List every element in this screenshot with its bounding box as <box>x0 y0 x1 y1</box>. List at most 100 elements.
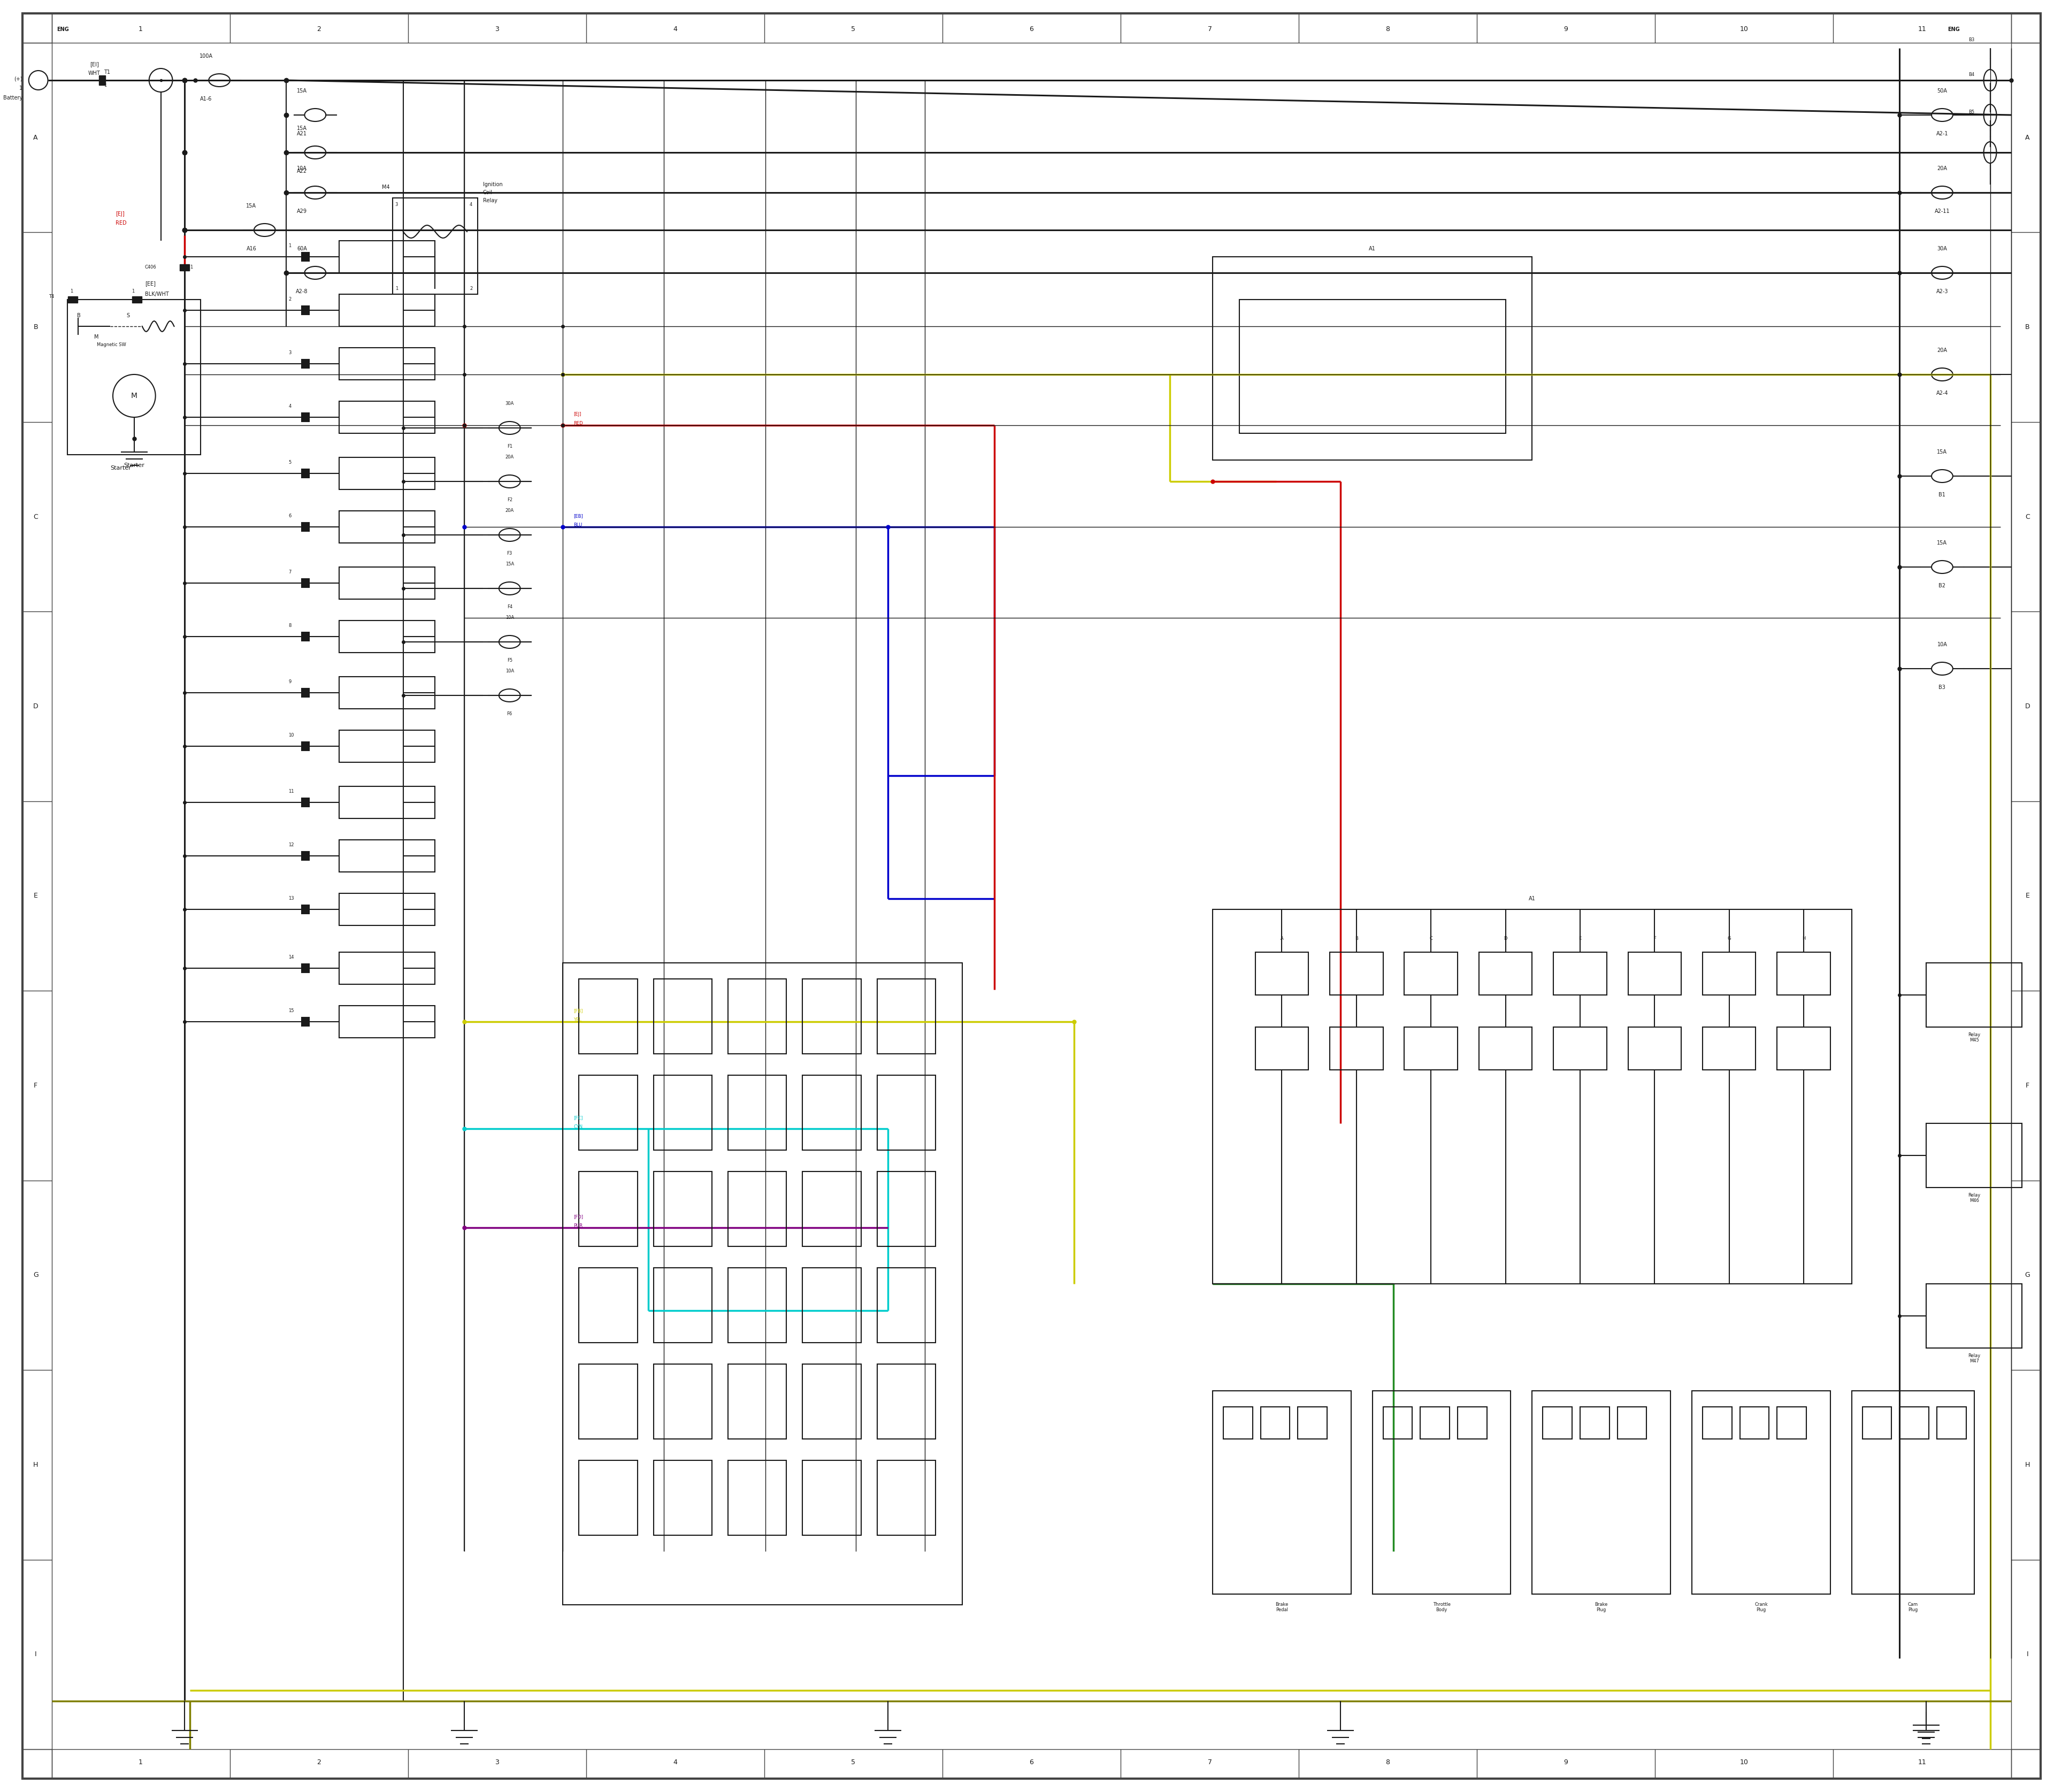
Text: 8: 8 <box>290 624 292 627</box>
Bar <box>1405 1027 1458 1070</box>
Text: A22: A22 <box>298 168 306 174</box>
Text: S: S <box>125 314 129 319</box>
Text: 20A: 20A <box>1937 348 1947 353</box>
Text: 1: 1 <box>131 289 134 294</box>
Text: 2: 2 <box>470 287 472 290</box>
Bar <box>1479 952 1532 995</box>
Text: PUR: PUR <box>573 1224 583 1228</box>
Bar <box>727 978 787 1054</box>
Text: 5: 5 <box>290 461 292 464</box>
Bar <box>302 523 310 530</box>
Bar <box>302 851 310 860</box>
Bar <box>339 894 435 925</box>
Bar <box>339 348 435 380</box>
Text: 2: 2 <box>316 1760 320 1767</box>
Bar <box>1580 1407 1610 1439</box>
Text: G: G <box>1727 935 1732 941</box>
Text: 1: 1 <box>138 1760 144 1767</box>
Bar <box>1212 1391 1352 1595</box>
Text: F3: F3 <box>507 550 511 556</box>
Text: H: H <box>33 1460 39 1468</box>
Text: 3: 3 <box>495 1760 499 1767</box>
Bar <box>339 677 435 710</box>
Text: [FB]: [FB] <box>573 1009 583 1012</box>
Text: G: G <box>2025 1272 2029 1279</box>
Bar <box>1616 1407 1647 1439</box>
Text: H: H <box>2025 1460 2029 1468</box>
Text: 10A: 10A <box>298 167 306 172</box>
Bar <box>68 299 201 455</box>
Text: Relay
M45: Relay M45 <box>1968 1032 1980 1043</box>
Text: 60A: 60A <box>298 246 306 251</box>
Text: E: E <box>1580 935 1582 941</box>
Bar <box>1382 1407 1413 1439</box>
Text: F: F <box>2025 1082 2029 1090</box>
Bar <box>1851 1391 1974 1595</box>
Bar <box>1937 1407 1966 1439</box>
Text: RED: RED <box>115 220 127 226</box>
Bar <box>803 978 861 1054</box>
Text: [EJ]: [EJ] <box>573 412 581 418</box>
Text: F6: F6 <box>507 711 511 717</box>
Text: WHT: WHT <box>88 70 101 75</box>
Text: 3: 3 <box>290 351 292 355</box>
Text: 50A: 50A <box>1937 88 1947 93</box>
Bar <box>563 962 961 1606</box>
Text: A2-3: A2-3 <box>1937 289 1947 294</box>
Bar <box>1224 1407 1253 1439</box>
Bar <box>339 952 435 984</box>
Bar <box>1255 1027 1308 1070</box>
Bar <box>877 978 937 1054</box>
Text: D: D <box>1504 935 1508 941</box>
Bar <box>653 1460 713 1536</box>
Text: B5: B5 <box>1968 109 1974 115</box>
Bar <box>1212 909 1851 1283</box>
Text: Relay
M46: Relay M46 <box>1968 1193 1980 1202</box>
Text: B: B <box>1356 935 1358 941</box>
Bar <box>1261 1407 1290 1439</box>
Text: B: B <box>78 314 80 319</box>
Bar <box>1927 962 2021 1027</box>
Bar <box>131 296 142 303</box>
Bar <box>727 1364 787 1439</box>
Text: ENG: ENG <box>58 27 70 32</box>
Text: Relay: Relay <box>483 197 497 202</box>
Text: 3: 3 <box>495 25 499 32</box>
Text: 11: 11 <box>1918 1760 1927 1767</box>
Bar <box>1372 1391 1512 1595</box>
Text: 1: 1 <box>394 287 398 290</box>
Text: [EE]: [EE] <box>146 281 156 287</box>
Text: 1: 1 <box>290 244 292 249</box>
Bar <box>877 1460 937 1536</box>
Text: D: D <box>33 702 39 710</box>
Bar <box>1900 1407 1929 1439</box>
Text: Crank
Plug: Crank Plug <box>1754 1602 1768 1613</box>
Text: B1: B1 <box>1939 493 1945 498</box>
Bar <box>1777 1407 1805 1439</box>
Bar <box>803 1460 861 1536</box>
Text: 1: 1 <box>105 82 107 88</box>
Bar <box>1479 1027 1532 1070</box>
Text: Coil: Coil <box>483 190 493 195</box>
Bar <box>1703 1027 1756 1070</box>
Text: F: F <box>33 1082 37 1090</box>
Text: 4: 4 <box>674 25 678 32</box>
Text: 15A: 15A <box>298 88 306 93</box>
Bar <box>1405 952 1458 995</box>
Text: 100A: 100A <box>199 54 214 59</box>
Text: B4: B4 <box>1968 72 1974 77</box>
Text: 14: 14 <box>290 955 294 961</box>
Text: 1: 1 <box>138 25 144 32</box>
Text: 9: 9 <box>1563 25 1567 32</box>
Text: 10A: 10A <box>1937 642 1947 647</box>
Bar <box>1777 1027 1830 1070</box>
Text: M4: M4 <box>382 185 390 190</box>
Bar <box>579 1172 637 1247</box>
Bar <box>339 457 435 489</box>
Text: M: M <box>131 392 138 400</box>
Text: 10A: 10A <box>505 668 514 674</box>
Text: A29: A29 <box>298 208 306 213</box>
Text: 2: 2 <box>316 25 320 32</box>
Text: 15: 15 <box>290 1009 294 1012</box>
Text: Starter: Starter <box>111 466 131 471</box>
